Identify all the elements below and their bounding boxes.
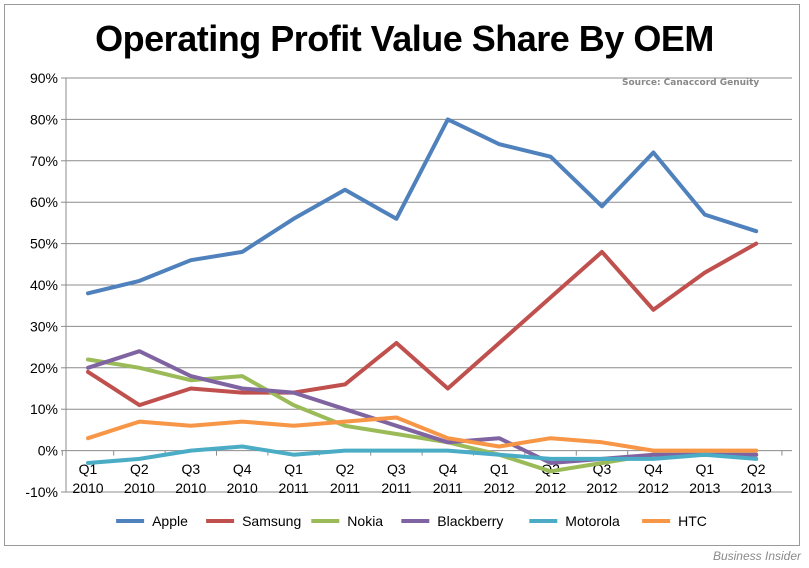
y-tick-label: 20% [30, 360, 58, 376]
series-line-apple [86, 117, 759, 296]
x-tick-label: Q2 2013 [741, 461, 772, 496]
series-line-motorola [86, 444, 759, 465]
gridlines [66, 77, 792, 493]
x-tick-label: Q3 2011 [381, 461, 411, 496]
y-tick-label: 10% [30, 401, 58, 417]
x-tick-label: Q1 2011 [279, 461, 309, 496]
x-tick-label: Q1 2013 [689, 461, 720, 496]
legend-label-blackberry: Blackberry [437, 513, 503, 529]
y-tick-label: 0% [38, 443, 58, 459]
x-tick-label: Q1 2010 [72, 461, 103, 496]
y-tick-label: -10% [25, 484, 58, 500]
y-tick-label: 40% [30, 277, 58, 293]
legend-label-apple: Apple [152, 513, 188, 529]
y-tick-label: 80% [30, 111, 58, 127]
legend-label-htc: HTC [678, 513, 707, 529]
series-line-samsung [86, 241, 759, 408]
y-tick-label: 50% [30, 236, 58, 252]
legend-label-samsung: Samsung [242, 513, 301, 529]
x-tick-label: Q2 2011 [330, 461, 360, 496]
x-tick-labels: Q1 2010 Q2 2010 Q3 2010 Q4 2010 Q1 2011 Q2 2011 Q3 20… [72, 461, 772, 496]
series-line-htc [86, 415, 759, 453]
source-note: Source: Canaccord Genuity [622, 78, 760, 88]
legend-label-motorola: Motorola [565, 513, 620, 529]
x-tick-label: Q2 2010 [124, 461, 155, 496]
y-tick-labels: -10% 0% 10% 20% 30% 40% 50% 60% 70% 80% 90% [25, 70, 58, 500]
x-tick-label: Q3 2010 [175, 461, 206, 496]
legend: Apple Samsung Nokia Blackberry Motorola HTC [116, 513, 707, 529]
x-tick-label: Q1 2012 [484, 461, 515, 496]
publisher-credit: Business Insider [712, 549, 801, 563]
x-tick-label: Q4 2012 [638, 461, 669, 496]
y-tick-label: 70% [30, 153, 58, 169]
x-tick-label: Q4 2011 [433, 461, 463, 496]
legend-label-nokia: Nokia [347, 513, 383, 529]
y-tick-label: 60% [30, 194, 58, 210]
x-tick-label: Q4 2010 [227, 461, 258, 496]
y-tick-label: 30% [30, 318, 58, 334]
series-line-blackberry [86, 349, 759, 465]
series-lines [86, 117, 759, 474]
x-tick-label: Q2 2012 [535, 461, 566, 496]
y-tick-label: 90% [30, 70, 58, 86]
chart-title: Operating Profit Value Share By OEM [95, 18, 714, 59]
